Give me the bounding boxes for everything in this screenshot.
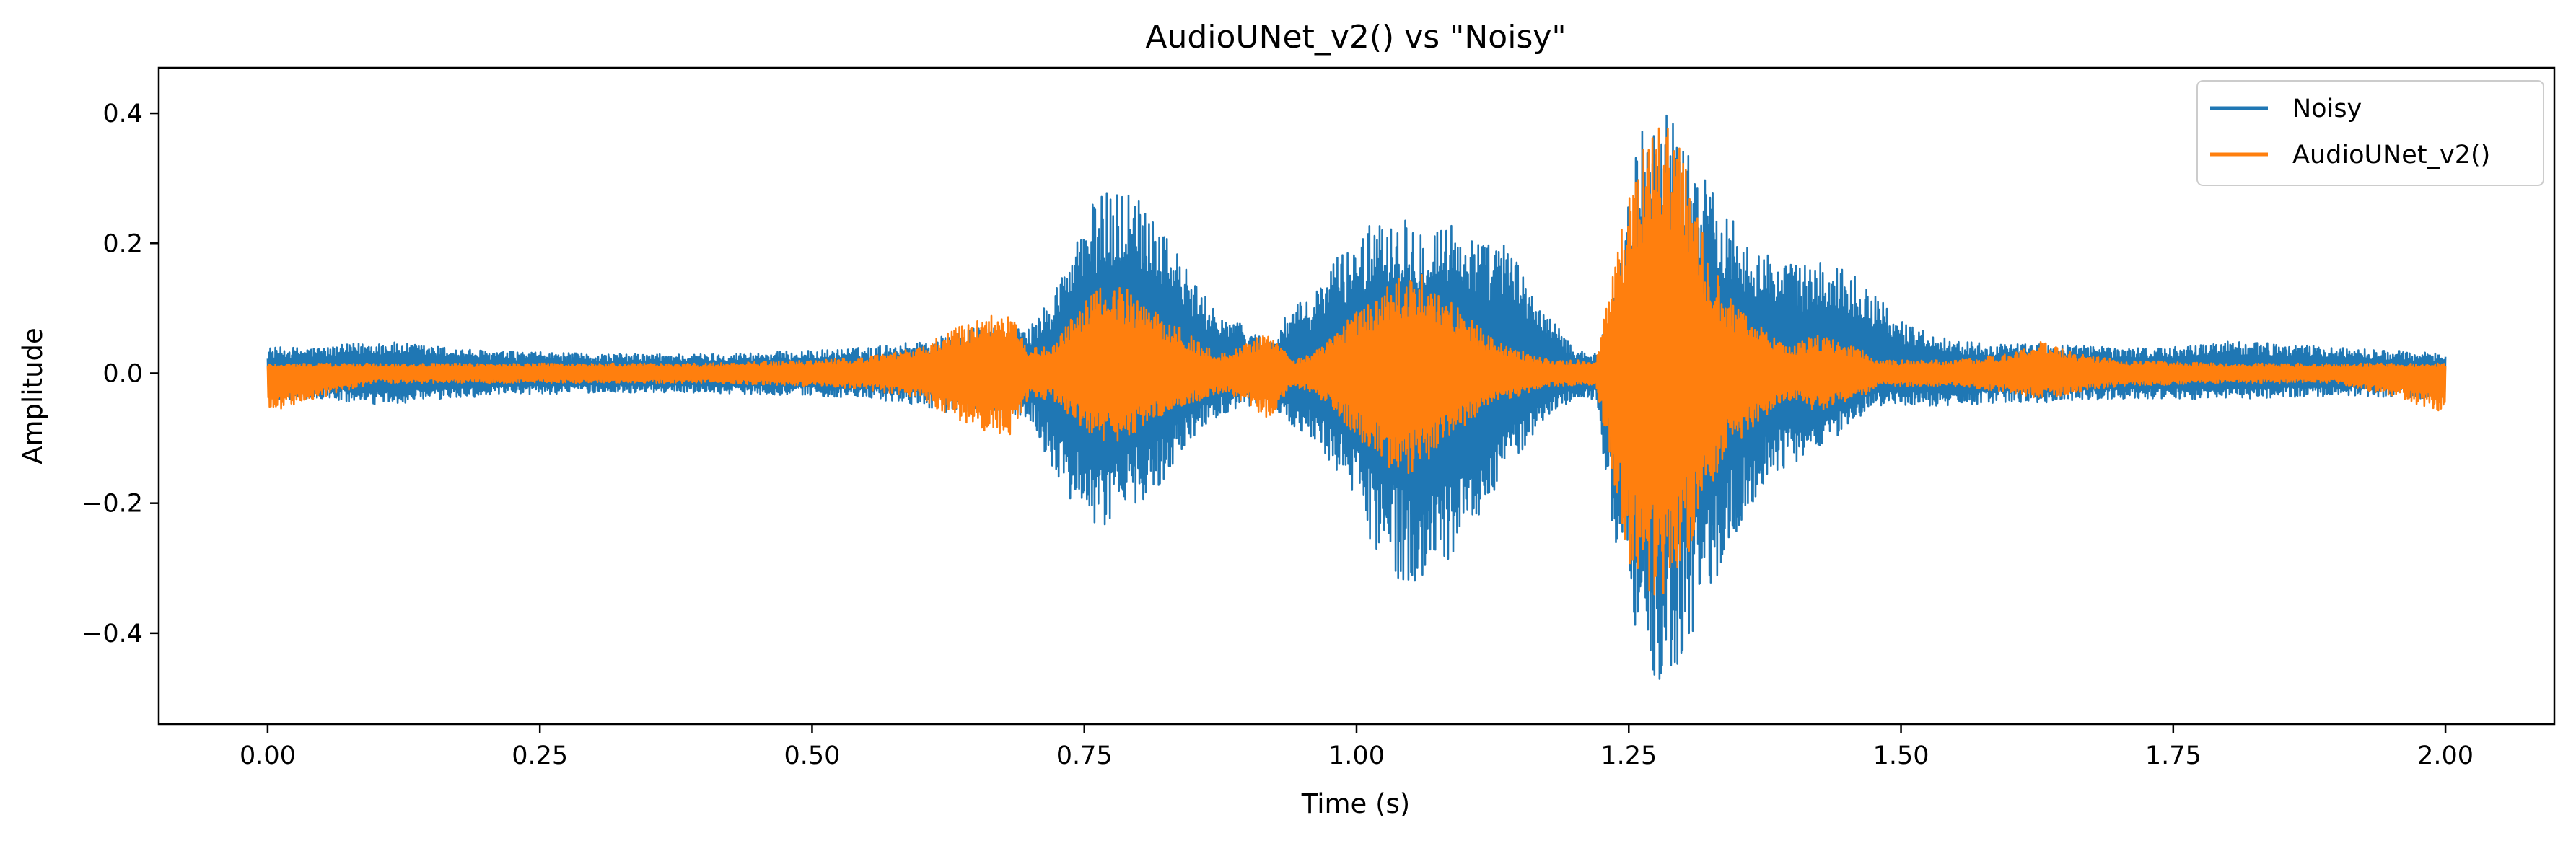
x-tick-label: 1.50 <box>1873 741 1929 770</box>
y-axis-ticks: −0.4 −0.2 0.0 0.2 0.4 <box>82 100 159 648</box>
y-axis-label: Amplitude <box>17 327 48 464</box>
x-tick-label: 0.50 <box>784 741 840 770</box>
x-tick-label: 0.00 <box>240 741 296 770</box>
legend-label-audiounet: AudioUNet_v2() <box>2292 141 2490 169</box>
y-tick-label: 0.0 <box>102 359 143 388</box>
legend-box <box>2196 80 2544 186</box>
x-tick-label: 1.00 <box>1328 741 1385 770</box>
x-axis-ticks: 0.00 0.25 0.50 0.75 1.00 1.25 1.50 1.75 2.00 <box>240 724 2474 770</box>
legend: Noisy AudioUNet_v2() <box>2196 80 2544 186</box>
x-tick-label: 1.75 <box>2145 741 2202 770</box>
x-tick-label: 2.00 <box>2417 741 2474 770</box>
chart-title: AudioUNet_v2() vs "Noisy" <box>1145 19 1566 56</box>
series-layer <box>266 114 2447 680</box>
y-tick-label: 0.2 <box>102 229 143 258</box>
y-tick-label: 0.4 <box>102 100 143 128</box>
x-tick-label: 0.25 <box>512 741 568 770</box>
y-tick-label: −0.2 <box>82 490 143 519</box>
x-tick-label: 0.75 <box>1056 741 1113 770</box>
x-axis-label: Time (s) <box>1301 788 1410 819</box>
series-line-audiounet <box>266 127 2447 596</box>
y-tick-label: −0.4 <box>82 620 143 648</box>
legend-label-noisy: Noisy <box>2292 94 2362 123</box>
x-tick-label: 1.25 <box>1600 741 1657 770</box>
